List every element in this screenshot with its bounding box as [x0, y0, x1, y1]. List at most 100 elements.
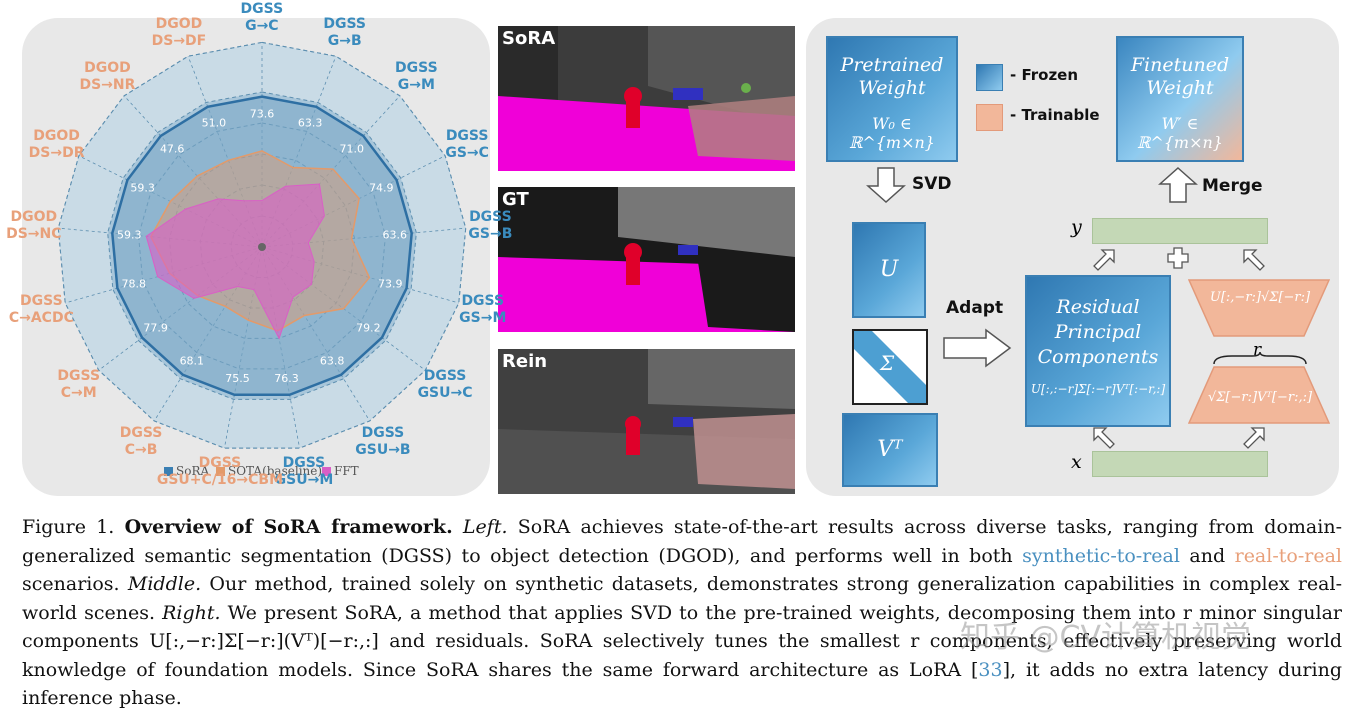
figure-caption: Figure 1. Overview of SoRA framework. Le… [22, 513, 1342, 713]
caption-middle-label: Middle. [127, 573, 202, 595]
radar-value-label: 68.1 [180, 354, 205, 367]
radar-value-label: 63.8 [320, 354, 345, 367]
top-trainable-trapezoid [1188, 279, 1330, 337]
radar-axis-label: DGSS G→M [395, 60, 438, 94]
scene-gt: GT [498, 187, 795, 332]
radar-value-label: 79.2 [356, 321, 381, 334]
sigma-diagonal-icon [854, 331, 926, 403]
radar-axis-label: DGSS GSU→B [355, 425, 411, 459]
radar-value-label: 78.8 [122, 277, 147, 290]
sigma-label: Σ [880, 351, 895, 375]
x-label: x [1071, 451, 1082, 473]
caption-part2: scenarios. [22, 573, 128, 595]
output-y-bar [1092, 218, 1268, 244]
residual-title-1: Residual [1056, 296, 1140, 318]
caption-part4: We present SoRA, a method that applies S… [22, 601, 1342, 681]
scene-sora: SoRA [498, 26, 795, 171]
radar-series-fft [145, 183, 325, 340]
sigma-matrix-box: Σ [852, 329, 928, 405]
radar-axis-label: DGSS C→B [119, 425, 163, 459]
pretrained-weight-box: Pretrained Weight W₀ ∈ ℝ^{m×n} [826, 36, 958, 162]
pretrained-title-2: Weight [858, 77, 926, 99]
adapt-arrow-icon [943, 328, 1012, 368]
plus-icon [1167, 247, 1189, 269]
caption-real-to-real: real-to-real [1234, 544, 1342, 567]
finetuned-weight-box: Finetuned Weight W′ ∈ ℝ^{m×n} [1116, 36, 1244, 162]
scene-sora-label: SoRA [502, 28, 556, 49]
radar-value-label: 73.6 [250, 108, 275, 121]
pretrained-title-1: Pretrained [840, 54, 944, 76]
scene-rein-label: Rein [502, 351, 548, 372]
scene-rein-image [498, 349, 795, 494]
svd-arrow-icon [866, 167, 906, 204]
residual-title-2: Principal [1054, 321, 1142, 343]
trainable-legend: - Trainable [1010, 106, 1100, 124]
radar-value-label: 71.0 [340, 142, 365, 155]
finetuned-formula: W′ ∈ ℝ^{m×n} [1137, 114, 1223, 152]
radar-axis-label: DGOD DS→DF [151, 16, 207, 50]
residual-up-arrow-icon [1093, 249, 1115, 271]
caption-right-label: Right. [162, 601, 221, 624]
bottom-trainable-formula: √Σ[−r:]Vᵀ[−r:,:] [1207, 390, 1313, 405]
radar-value-label: 74.9 [369, 182, 394, 195]
radar-axis-label: DGSS GS→C [445, 127, 489, 161]
scene-rein: Rein [498, 349, 795, 494]
legend-sora: SoRA [164, 464, 209, 478]
caption-part1: SoRA achieves state-of-the-art results a… [22, 516, 1342, 567]
radar-axis-label: DGSS G→B [323, 16, 367, 50]
radar-axis-label: DGSS GSU→C [417, 368, 473, 402]
merge-label: Merge [1202, 176, 1263, 196]
radar-axis-label: DGOD DS→NR [79, 60, 136, 94]
radar-chart: 73.6 63.3 71.0 74.9 63.6 73.9 79.2 63.8 76.3 75.5… [57, 41, 467, 449]
finetuned-title-2: Weight [1146, 77, 1214, 99]
residual-formula: U[:,:−r]Σ[:−r]Vᵀ[:−r,:] [1030, 382, 1166, 396]
residual-box: Residual Principal Components U[:,:−r]Σ[… [1025, 275, 1171, 427]
legend-fft: FFT [322, 464, 359, 478]
adapt-label: Adapt [946, 298, 1004, 318]
bottom-trainable-trapezoid [1188, 366, 1330, 424]
radar-value-label: 77.9 [143, 321, 168, 334]
frozen-legend: - Frozen [1010, 66, 1079, 84]
legend-sota: SOTA(baseline) [216, 464, 322, 478]
watermark: 知乎 @CV计算机视觉 [960, 620, 1252, 655]
radar-value-label: 63.6 [382, 229, 407, 242]
finetuned-title-1: Finetuned [1130, 54, 1230, 76]
radar-value-label: 63.3 [298, 117, 323, 130]
scene-gt-image [498, 187, 795, 332]
frozen-swatch [976, 64, 1003, 91]
radar-value-label: 47.6 [160, 142, 185, 155]
trainable-up-arrow-icon [1243, 249, 1265, 271]
scene-gt-label: GT [502, 189, 529, 210]
radar-axis-label: DGSS GS→B [468, 208, 513, 242]
caption-synthetic-to-real: synthetic-to-real [1022, 544, 1180, 567]
residual-in-arrow-icon [1093, 427, 1115, 449]
caption-left-label: Left. [462, 516, 508, 538]
top-trainable-formula: U[:,−r:]√Σ[−r:] [1209, 290, 1311, 305]
radar-value-label: 76.3 [274, 372, 299, 385]
radar-axis-label: DGSS C→ACDC [8, 292, 74, 326]
scene-sora-image [498, 26, 795, 171]
svd-label: SVD [912, 174, 952, 194]
radar-value-label: 59.3 [117, 229, 142, 242]
caption-part3: Our method, trained solely on synthetic … [22, 573, 1342, 624]
r-brace-icon [1213, 352, 1307, 365]
radar-axis-label: DGOD DS→DR [28, 127, 85, 161]
radar-value-label: 75.5 [225, 372, 250, 385]
radar-center [258, 243, 266, 251]
trainable-in-arrow-icon [1243, 427, 1265, 449]
radar-value-label: 73.9 [378, 277, 403, 290]
caption-fig-number: Figure 1. [22, 516, 115, 538]
caption-ref-link[interactable]: 33 [978, 658, 1003, 681]
caption-title: Overview of SoRA framework. [124, 516, 453, 538]
r-label: r [1253, 340, 1262, 360]
radar-value-label: 51.0 [202, 117, 227, 130]
radar-grid-ring [57, 41, 467, 449]
caption-and: and [1179, 544, 1235, 567]
merge-arrow-icon [1158, 166, 1198, 203]
radar-axis-label: DGSS GS→M [459, 292, 507, 326]
radar-axis-label: DGSS C→M [57, 368, 101, 402]
pretrained-formula: W₀ ∈ ℝ^{m×n} [849, 114, 935, 152]
trainable-swatch [976, 104, 1003, 131]
radar-axis-label: DGSS G→C [240, 0, 284, 34]
radar-axis-label: DGSS GSU→M [274, 455, 334, 489]
